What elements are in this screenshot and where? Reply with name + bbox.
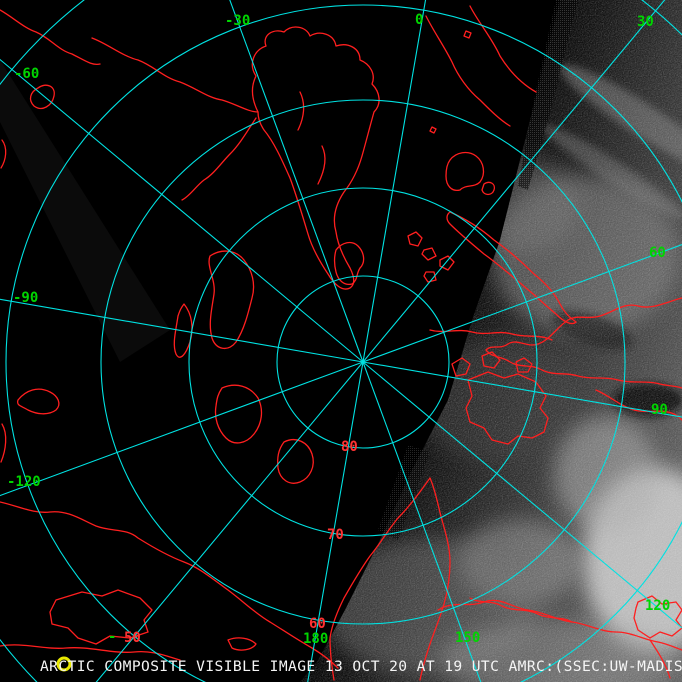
coastline-arctic-island-1 [208, 250, 255, 349]
coastline-south-greenland-chain [91, 37, 259, 113]
coastline-norway-coast [425, 15, 511, 127]
meridian-line--150 [95, 361, 364, 682]
latitude-label: 60 [309, 616, 326, 632]
coastline-greenland [251, 26, 380, 290]
meridian-line-120 [362, 361, 682, 629]
station-marker-icon [56, 656, 72, 672]
meridian-line-150 [362, 361, 482, 682]
meridian-line-30 [362, 0, 666, 363]
longitude-label: 90 [651, 402, 668, 418]
coastline-bering-coast [0, 501, 339, 669]
coastline-kamchatka-blob [633, 595, 682, 639]
longitude-label: 0 [415, 12, 423, 28]
latitude-label: 50 [124, 630, 141, 646]
coastline-greenland-fjord-2 [317, 145, 326, 185]
coastline-okhotsk-inner [469, 597, 573, 623]
longitude-label: - [108, 629, 116, 645]
coastline-taymyr-peninsula [465, 371, 549, 445]
longitude-label: -30 [225, 13, 250, 29]
longitude-label: -120 [7, 474, 41, 490]
coastline-left-edge-coast-2 [0, 423, 7, 463]
grid-label-layer: -30 0 30 -60 60 -90 90 -120 120 - 180 150 80 70 60 50 [7, 12, 670, 647]
coastline-ellesmere-island [214, 384, 263, 444]
coastline-seward-peninsula [49, 589, 153, 645]
coastline-greenland-fjord-1 [297, 91, 305, 131]
coastline-chukotka-east [419, 477, 451, 681]
coastline-st-lawrence-island [227, 637, 257, 651]
coastline-svalbard-east-island [481, 181, 496, 196]
day-side-imagery [300, 0, 682, 682]
coastline-svalbard [445, 151, 485, 192]
sensor-seam-shade [0, 60, 170, 362]
longitude-label: -90 [13, 290, 38, 306]
meridian-line--60 [0, 58, 364, 363]
terminator-dither-top [518, 0, 578, 190]
longitude-label: 30 [637, 14, 654, 30]
meridian-line--180 [307, 361, 364, 682]
coastline-labrador-coast [0, 9, 101, 66]
coastline-banks-island [16, 388, 60, 415]
coastline-severnaya-zemlya [451, 351, 533, 377]
latitude-label: 80 [341, 439, 358, 455]
latitude-circle-80 [276, 275, 450, 449]
coastline-baltic-coast [469, 5, 537, 93]
coastline-left-edge-coast-1 [0, 139, 7, 169]
coastline-kola-white-sea [485, 297, 682, 389]
coastline-baffin-blob [29, 84, 55, 110]
meridian-line--30 [229, 0, 364, 363]
coastline-chukotka-west [329, 477, 431, 681]
coastline-franz-josef-land [407, 231, 455, 283]
longitude-label: 60 [649, 245, 666, 261]
longitude-label: 180 [303, 631, 328, 647]
coastline-island-dot-1 [429, 126, 437, 134]
latitude-label: 70 [327, 527, 344, 543]
latitude-circle-60 [100, 99, 626, 625]
longitude-label: 120 [645, 598, 670, 614]
latitude-circle-50 [5, 4, 682, 682]
coastline-greenland-west-coast [181, 117, 257, 201]
coastline-pechora-coast [429, 329, 553, 341]
meridian-line-0 [362, 0, 427, 363]
longitude-label: 150 [455, 630, 480, 646]
meridian-line-90 [362, 361, 682, 418]
coastline-axel-island [277, 439, 314, 484]
coastline-kamchatka-tail [649, 639, 671, 679]
meridian-line--90 [0, 298, 364, 363]
latitude-circle-70 [188, 187, 538, 537]
meridian-line--120 [0, 361, 364, 497]
longitude-label: -60 [14, 66, 39, 82]
image-caption: ARCTIC COMPOSITE VISIBLE IMAGE 13 OCT 20… [40, 658, 682, 675]
meridian-line-60 [362, 244, 682, 363]
coastline-layer [0, 5, 682, 681]
coastline-island-dot-2 [463, 30, 472, 39]
terminator-dither-mid [378, 445, 430, 540]
